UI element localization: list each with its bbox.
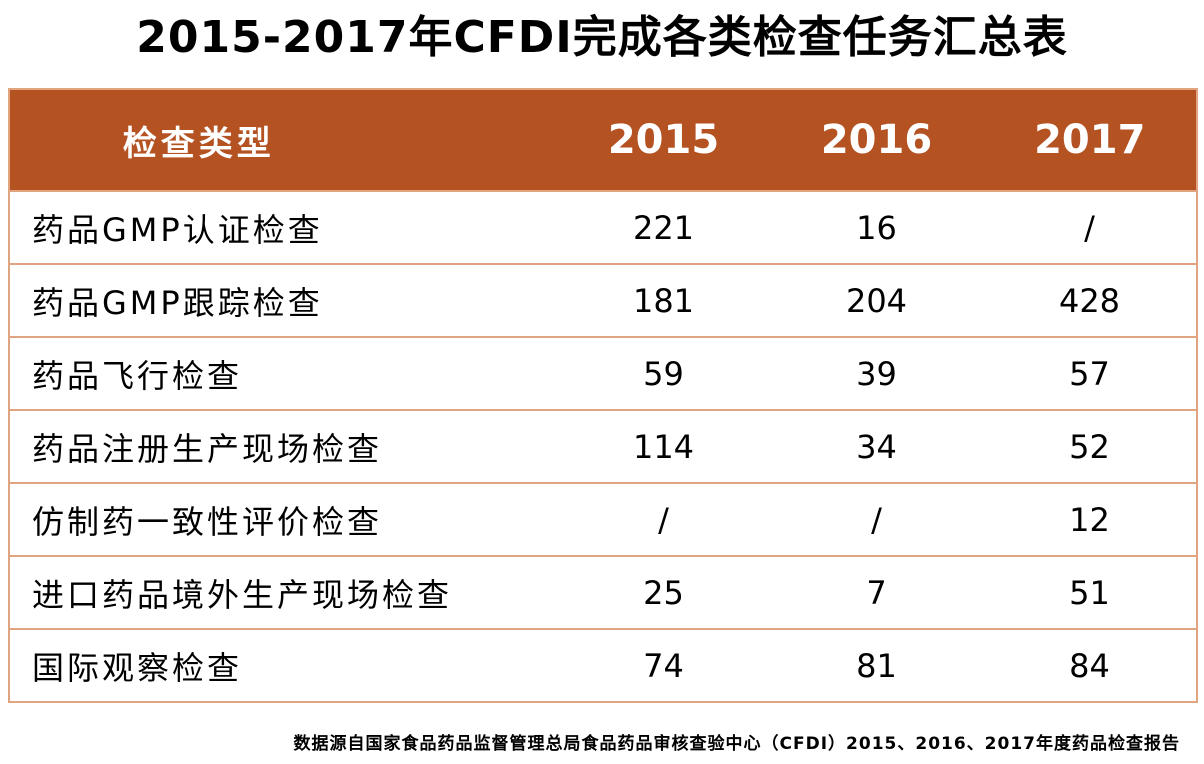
cell-2017: 12 [983,482,1197,556]
header-year-2015: 2015 [557,89,771,191]
cell-inspection-type: 进口药品境外生产现场检查 [9,555,557,629]
cell-2017: 84 [983,628,1197,702]
cell-2015: 114 [557,409,770,483]
cell-inspection-type: 药品GMP认证检查 [9,190,557,264]
header-year-2017: 2017 [983,89,1198,191]
table-body: 药品GMP认证检查 221 16 / 药品GMP跟踪检查 181 204 428… [9,190,1197,702]
table-row: 进口药品境外生产现场检查 25 7 51 [9,555,1197,629]
table-header: 检查类型 2015 2016 2017 [9,89,1198,191]
cell-2016: 204 [770,263,983,337]
cell-2017: 52 [983,409,1197,483]
table-row: 药品飞行检查 59 39 57 [9,336,1197,410]
table-row: 药品注册生产现场检查 114 34 52 [9,409,1197,483]
cell-2015: / [557,482,770,556]
cell-2016: 81 [770,628,983,702]
header-inspection-type: 检查类型 [9,89,558,191]
source-footnote: 数据源自国家食品药品监督管理总局食品药品审核查验中心（CFDI）2015、201… [293,734,1180,754]
cell-inspection-type: 药品飞行检查 [9,336,557,410]
cell-2016: 7 [770,555,983,629]
table-row: 药品GMP认证检查 221 16 / [9,190,1197,264]
cell-2016: 16 [770,190,983,264]
cell-2017: 57 [983,336,1197,410]
page-title: 2015-2017年CFDI完成各类检查任务汇总表 [136,12,1068,63]
header-row: 检查类型 2015 2016 2017 [9,89,1198,191]
cell-2015: 181 [557,263,770,337]
header-year-2016: 2016 [770,89,984,191]
cell-inspection-type: 仿制药一致性评价检查 [9,482,557,556]
cell-2017: 428 [983,263,1197,337]
cell-2017: 51 [983,555,1197,629]
cell-2015: 221 [557,190,770,264]
inspection-summary-table: 检查类型 2015 2016 2017 药品GMP认证检查 221 16 / 药… [8,88,1198,703]
cell-2016: 39 [770,336,983,410]
cell-2017: / [983,190,1197,264]
cell-2015: 59 [557,336,770,410]
cell-inspection-type: 药品注册生产现场检查 [9,409,557,483]
cell-inspection-type: 药品GMP跟踪检查 [9,263,557,337]
table-row: 药品GMP跟踪检查 181 204 428 [9,263,1197,337]
table-row: 仿制药一致性评价检查 / / 12 [9,482,1197,556]
cell-2016: / [770,482,983,556]
cell-inspection-type: 国际观察检查 [9,628,557,702]
cell-2015: 74 [557,628,770,702]
table-row: 国际观察检查 74 81 84 [9,628,1197,702]
cell-2016: 34 [770,409,983,483]
cell-2015: 25 [557,555,770,629]
